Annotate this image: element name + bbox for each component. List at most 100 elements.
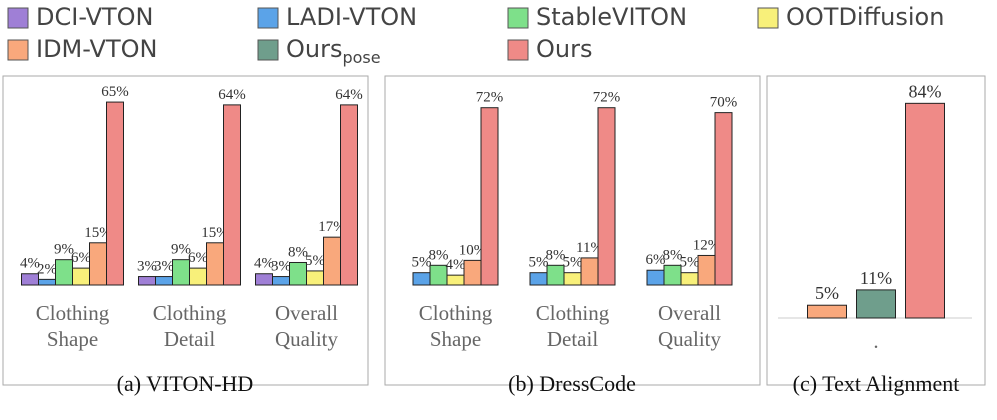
x-tick-label: . [873,329,879,353]
x-tick-label: Clothing Detail [152,301,227,351]
bar [138,276,156,286]
panel-caption: (b) DressCode [508,371,636,396]
data-label: 65% [101,84,129,100]
x-tick-label: Clothing Shape [418,301,493,351]
data-label: 9% [171,242,191,258]
data-label: 72% [476,90,504,106]
legend-swatch [257,7,279,29]
bar [905,102,945,319]
legend-label: IDM-VTON [36,35,157,63]
bar [255,273,273,286]
bar [856,289,896,319]
data-label: 5% [529,255,549,271]
data-label: 15% [84,225,112,241]
bar [272,276,290,286]
panel-frame [384,75,761,386]
bar [289,261,307,286]
legend-swatch [757,7,779,29]
bar [446,274,465,286]
bar [189,267,207,286]
data-label: 3% [137,259,157,275]
bar [106,101,124,286]
data-label: 6% [646,252,666,268]
legend-label: Ours [536,35,592,63]
data-label: 3% [271,259,291,275]
bar [306,270,324,286]
data-label: 64% [335,87,363,103]
bar [480,107,499,286]
bar [55,259,73,286]
data-label: 17% [318,219,346,235]
bar [597,107,616,286]
data-label: 5% [680,255,700,271]
bar [529,272,548,286]
legend-swatch [7,39,29,61]
bar [412,272,431,286]
bar [429,264,448,286]
data-label: 8% [663,247,683,263]
x-tick-label: Clothing Detail [535,301,610,351]
data-label: 70% [710,95,738,111]
bar [223,104,241,286]
panel-frame [766,75,986,386]
bar [89,242,107,286]
legend-label: Ourspose [286,35,381,67]
bar [72,267,90,286]
bar [714,112,733,286]
bar [172,259,190,286]
legend-text: LADI-VTON [286,3,417,31]
data-label: 5% [305,253,325,269]
legend-text: Ours [286,35,342,63]
x-tick-label: Overall Quality [658,301,721,351]
legend-text: IDM-VTON [36,35,157,63]
data-label: 12% [693,237,721,253]
bar [21,273,39,286]
data-label: 9% [54,242,74,258]
legend-swatch [7,7,29,29]
data-label: 11% [860,268,892,288]
legend-text: StableVITON [536,3,687,31]
data-label: 64% [218,87,246,103]
data-label: 5% [563,255,583,271]
legend-label: LADI-VTON [286,3,417,31]
data-label: 6% [71,250,91,266]
legend-text: OOTDiffusion [786,3,944,31]
bar [323,236,341,286]
data-label: 3% [154,259,174,275]
data-label: 4% [446,257,466,273]
legend-subscript: pose [342,48,380,67]
bar [563,272,582,286]
bar [463,259,482,286]
bar [697,254,716,286]
data-label: 2% [37,261,57,277]
data-label: 4% [20,256,40,272]
legend-text: DCI-VTON [36,3,154,31]
data-label: 15% [201,225,229,241]
data-label: 72% [593,90,621,106]
bar [807,304,847,319]
legend-swatch [257,39,279,61]
legend-swatch [507,39,529,61]
panel-frame [2,75,369,386]
bar [155,276,173,286]
data-label: 4% [254,256,274,272]
legend-label: DCI-VTON [36,3,154,31]
data-label: 10% [459,242,487,258]
x-tick-label: Overall Quality [275,301,338,351]
legend-text: Ours [536,35,592,63]
data-label: 8% [429,247,449,263]
x-tick-label: Clothing Shape [35,301,110,351]
bar [680,272,699,286]
legend-swatch [507,7,529,29]
bar [580,257,599,286]
bar [206,242,224,286]
data-label: 6% [188,250,208,266]
bar [663,264,682,286]
bar [546,264,565,286]
data-label: 11% [576,240,603,256]
data-label: 8% [288,244,308,260]
bar [340,104,358,286]
data-label: 5% [815,283,839,303]
